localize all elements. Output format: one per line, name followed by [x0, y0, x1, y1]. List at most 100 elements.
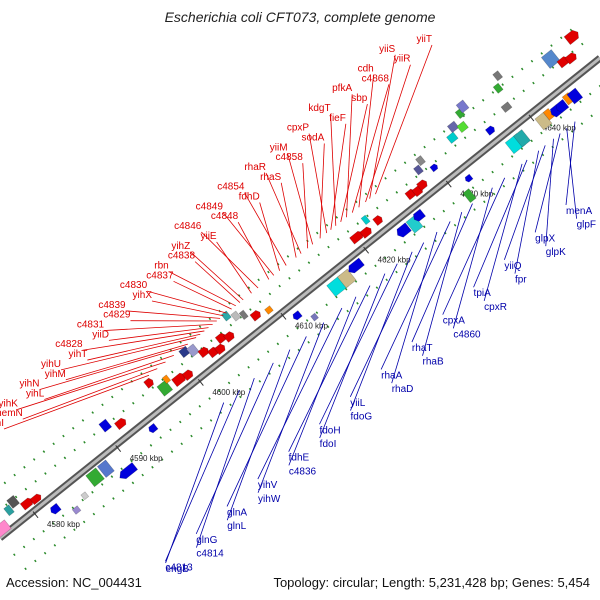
- gene-feature: [456, 120, 469, 134]
- track-dots-3: [0, 39, 587, 512]
- gene-label: c4836: [289, 466, 317, 477]
- gene-label: cpxR: [484, 302, 507, 313]
- gene-feature: [429, 163, 439, 173]
- gene-feature: [71, 505, 82, 515]
- gene-label: glpF: [577, 220, 596, 231]
- gene-feature: [113, 417, 127, 431]
- gene-feature: [220, 310, 232, 322]
- gene-feature: [464, 173, 474, 183]
- gene-feature: [372, 215, 383, 227]
- label-leader: [3, 374, 150, 430]
- label-leader: [257, 307, 343, 480]
- gene-label: fdhD: [239, 192, 260, 203]
- label-leader: [369, 54, 396, 199]
- gene-label: rhaA: [381, 370, 402, 381]
- gene-feature: [446, 131, 459, 144]
- label-leader: [351, 84, 390, 213]
- gene-label: yihU: [41, 359, 61, 370]
- gene-feature: [80, 491, 90, 501]
- label-leader: [514, 150, 539, 274]
- gene-label: glnG: [196, 535, 217, 546]
- label-leader: [411, 203, 473, 343]
- label-leader: [17, 361, 166, 410]
- label-leader: [60, 337, 197, 371]
- ruler-label: 4610 kbp: [295, 322, 328, 331]
- gene-label: c4846: [174, 221, 202, 232]
- label-leader: [244, 192, 287, 266]
- gene-feature: [50, 502, 62, 515]
- label-leader: [222, 212, 275, 276]
- gene-label: fieF: [329, 113, 346, 124]
- ruler-tick: [528, 114, 535, 122]
- gene-label: c4838: [168, 251, 196, 262]
- gene-feature: [415, 155, 426, 167]
- gene-label: c4829: [103, 310, 131, 321]
- label-leader: [330, 123, 347, 230]
- gene-feature: [564, 52, 577, 65]
- label-leader: [340, 103, 368, 222]
- gene-feature: [214, 332, 227, 345]
- gene-label: pfkA: [332, 83, 352, 94]
- label-leader: [330, 113, 337, 226]
- gene-label: glnL: [227, 521, 246, 532]
- ruler-tick: [115, 445, 122, 452]
- map-title: Escherichia coli CFT073, complete genome: [164, 9, 436, 25]
- gene-label: rbn: [154, 260, 168, 271]
- label-leader: [302, 163, 309, 249]
- gene-feature: [238, 309, 249, 321]
- gene-label: yihI: [0, 418, 4, 429]
- gene-label: yiiR: [394, 54, 411, 65]
- gene-feature: [119, 462, 139, 480]
- label-leader: [391, 231, 438, 384]
- gene-feature: [143, 377, 154, 389]
- gene-label: yihK: [0, 398, 18, 409]
- gene-label: rhaD: [392, 384, 414, 395]
- label-leader: [194, 261, 241, 303]
- gene-label: yiiT: [416, 34, 432, 45]
- label-leader: [534, 133, 561, 233]
- gene-label: c4868: [362, 73, 390, 84]
- gene-feature: [292, 310, 303, 321]
- label-leader: [165, 402, 225, 564]
- label-leader: [226, 336, 307, 507]
- gene-feature: [310, 312, 319, 322]
- gene-label: rhaB: [423, 357, 444, 368]
- label-leader: [503, 145, 546, 260]
- gene-label: sodA: [302, 132, 325, 143]
- ruler-label: 4620 kbp: [378, 256, 411, 265]
- label-leader: [358, 74, 375, 208]
- gene-label: fdoI: [320, 439, 337, 450]
- gene-label: rhaT: [412, 343, 433, 354]
- label-leader: [189, 251, 244, 301]
- gene-feature: [249, 310, 262, 322]
- gene-feature: [29, 493, 42, 506]
- label-leader: [173, 280, 232, 310]
- label-leader: [566, 128, 577, 219]
- gene-label: c4839: [98, 300, 126, 311]
- gene-label: rhaS: [260, 172, 281, 183]
- gene-feature: [85, 467, 105, 488]
- ruler-tick: [445, 180, 452, 188]
- label-leader: [287, 153, 314, 245]
- gene-label: fdhE: [289, 453, 310, 464]
- gene-feature: [455, 99, 470, 114]
- label-leader: [168, 271, 236, 307]
- label-leader: [280, 182, 297, 258]
- label-leader: [44, 355, 174, 400]
- gene-feature: [462, 188, 477, 204]
- gene-feature: [549, 104, 563, 118]
- gene-feature: [223, 331, 235, 343]
- label-leader: [22, 368, 158, 420]
- gene-label: yiiM: [270, 142, 288, 153]
- gene-label: yihW: [258, 494, 281, 505]
- genome-axis: [0, 56, 600, 540]
- label-leader: [104, 323, 213, 331]
- gene-label: fdoG: [350, 412, 372, 423]
- label-leader: [151, 300, 224, 317]
- gene-feature: [156, 379, 174, 397]
- label-leader: [259, 202, 280, 271]
- gene-label: yihZ: [171, 241, 190, 252]
- gene-label: glnA: [227, 507, 247, 518]
